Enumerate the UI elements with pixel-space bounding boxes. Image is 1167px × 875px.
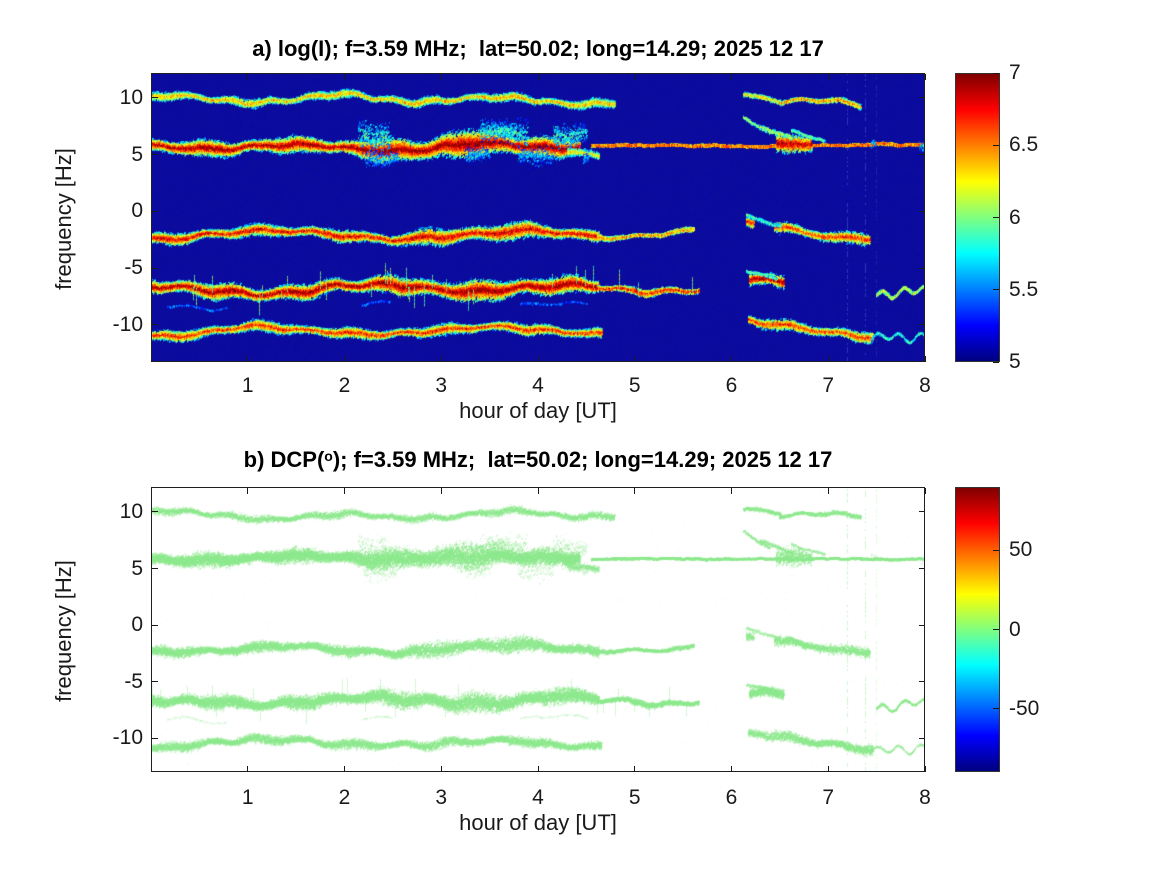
panel-a-y-tick-label: 10: [119, 85, 143, 109]
panel-b-y-tick-label: -5: [124, 669, 143, 693]
panel-a-y-tick-label: 0: [131, 199, 143, 223]
panel-a-colorbar-tick-label: 5.5: [1009, 277, 1039, 301]
panel-b-y-tick-label: -10: [112, 726, 143, 750]
panel-a-colorbar-tick-label: 6: [1009, 205, 1021, 229]
panel-a-colorbar-tick-label: 6.5: [1009, 133, 1039, 157]
panel-b-title-superscript: o: [324, 448, 333, 464]
panel-b-y-tick-label: 5: [131, 556, 143, 580]
panel-b-x-tick-label: 5: [628, 786, 641, 809]
panel-b-y-tick-label: 0: [131, 613, 143, 637]
panel-b-x-tick-label: 1: [241, 786, 254, 809]
panel-b-title-prefix: b) DCP(: [243, 447, 325, 472]
panel-a-y-tick-label: -5: [124, 256, 143, 280]
panel-a-colorbar-tick-label: 5: [1009, 350, 1021, 373]
panel-a-x-axis-label: hour of day [UT]: [459, 398, 617, 423]
panel-b-title: b) DCP(o); f=3.59 MHz; lat=50.02; long=1…: [151, 447, 925, 473]
panel-a-x-tick-label: 6: [725, 374, 738, 397]
panel-b-x-axis-label: hour of day [UT]: [459, 810, 617, 835]
panel-a-colorbar: [955, 73, 1000, 362]
panel-b-x-tick-label: 4: [532, 786, 544, 809]
panel-b-x-tick-label: 6: [725, 786, 738, 809]
panel-a-x-tick-label: 4: [532, 374, 544, 397]
panel-a-title: a) log(I); f=3.59 MHz; lat=50.02; long=1…: [252, 36, 824, 61]
panel-a-plot-canvas: [151, 73, 925, 362]
panel-b-x-tick-label: 3: [435, 786, 448, 809]
panel-a-y-axis-label: frequency [Hz]: [51, 148, 76, 290]
panel-b-y-axis-label: frequency [Hz]: [51, 560, 76, 702]
panel-a-x-tick-label: 5: [628, 374, 641, 397]
panel-a-x-tick-label: 2: [338, 374, 351, 397]
panel-b-title-suffix: ); f=3.59 MHz; lat=50.02; long=14.29; 20…: [332, 447, 833, 472]
panel-a-x-tick-label: 7: [822, 374, 835, 397]
panel-b-x-tick-label: 7: [822, 786, 835, 809]
panel-a-x-tick-label: 8: [919, 374, 931, 397]
panel-a-x-tick-label: 3: [435, 374, 448, 397]
panel-b-x-tick-label: 8: [919, 786, 931, 809]
panel-a-y-tick-label: 5: [131, 142, 143, 166]
panel-b-colorbar-tick-label: 50: [1009, 538, 1033, 562]
panel-b-x-tick-label: 2: [338, 786, 351, 809]
panel-a-colorbar-tick-label: 7: [1009, 61, 1021, 84]
panel-b-colorbar: [955, 487, 1000, 772]
panel-b-y-tick-label: 10: [119, 499, 143, 523]
panel-a-y-tick-label: -10: [112, 312, 143, 336]
panel-a-x-tick-label: 1: [241, 374, 254, 397]
panel-b-colorbar-tick-label: 0: [1009, 617, 1021, 641]
panel-b-plot-canvas: [151, 487, 925, 772]
panel-b-colorbar-tick-label: -50: [1009, 696, 1040, 720]
